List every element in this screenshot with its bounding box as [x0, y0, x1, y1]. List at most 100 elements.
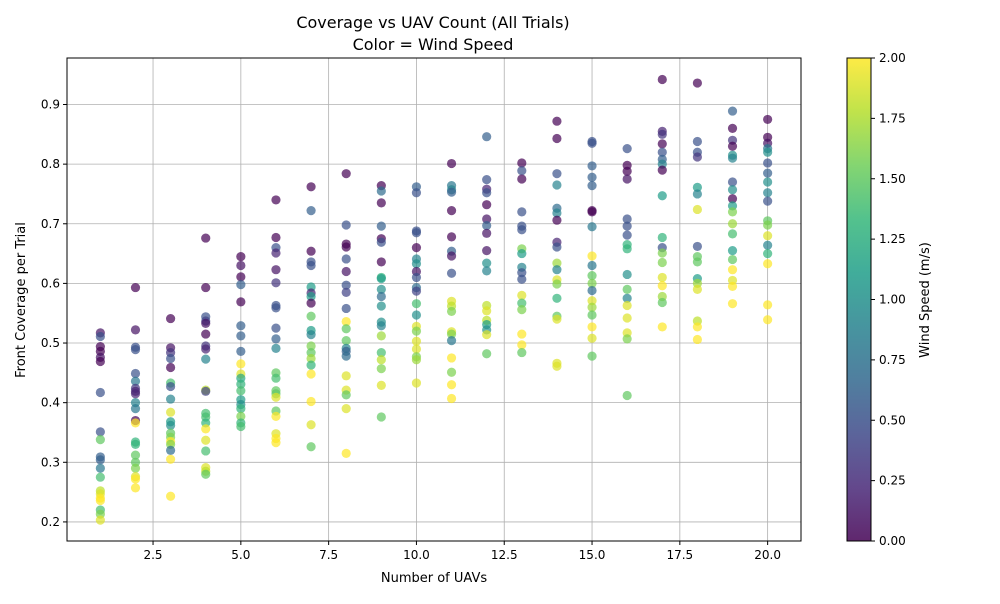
data-point: [201, 424, 211, 434]
y-tick-label: 0.6: [41, 276, 60, 290]
data-point: [341, 351, 351, 361]
y-tick-label: 0.3: [41, 455, 60, 469]
data-point: [657, 147, 667, 157]
data-point: [517, 207, 527, 217]
data-point: [201, 446, 211, 456]
data-point: [552, 279, 562, 289]
data-point: [306, 260, 316, 271]
data-point: [341, 316, 351, 327]
colorbar-tick-label: 0.00: [879, 534, 906, 548]
colorbar-label: Wind Speed (m/s): [918, 242, 933, 358]
y-tick-label: 0.7: [41, 217, 60, 231]
data-point: [482, 220, 492, 231]
data-point: [517, 298, 527, 308]
data-point: [446, 367, 457, 377]
data-point: [130, 282, 141, 293]
data-point: [446, 336, 457, 346]
data-point: [657, 272, 667, 283]
data-point: [236, 359, 246, 369]
data-point: [763, 196, 773, 206]
colorbar-tick-label: 1.50: [879, 172, 906, 186]
data-point: [376, 301, 386, 311]
data-point: [166, 491, 176, 501]
data-point: [657, 297, 667, 308]
data-point: [517, 166, 527, 176]
data-point: [306, 246, 316, 256]
data-point: [341, 303, 351, 314]
data-point: [341, 266, 351, 277]
data-point: [482, 228, 492, 238]
data-point: [727, 265, 738, 275]
data-point: [763, 177, 773, 187]
x-axis-label: Number of UAVs: [381, 571, 487, 586]
data-point: [376, 355, 386, 365]
data-point: [587, 278, 597, 288]
data-point: [692, 189, 702, 199]
data-point: [517, 274, 527, 284]
data-point: [552, 169, 562, 179]
data-point: [130, 368, 141, 379]
data-point: [622, 269, 632, 280]
data-point: [552, 208, 562, 218]
data-point: [446, 251, 457, 261]
data-point: [692, 182, 702, 192]
data-point: [376, 412, 386, 422]
data-point: [95, 455, 105, 465]
data-point: [692, 204, 702, 215]
data-point: [236, 279, 246, 290]
data-point: [306, 420, 316, 430]
data-point: [763, 158, 773, 168]
data-point: [552, 242, 562, 252]
data-point: [130, 404, 141, 414]
data-point: [552, 133, 562, 144]
data-point: [657, 232, 667, 243]
data-point: [341, 242, 351, 252]
colorbar-tick-label: 1.25: [879, 232, 906, 246]
data-point: [482, 246, 492, 256]
colorbar-tick-label: 0.50: [879, 413, 906, 427]
data-point: [411, 326, 422, 336]
data-point: [763, 231, 773, 241]
x-tick-label: 20.0: [754, 548, 781, 562]
data-point: [622, 334, 632, 344]
data-point: [236, 411, 246, 421]
data-point: [201, 318, 211, 328]
data-point: [271, 195, 281, 205]
data-point: [236, 346, 246, 356]
data-point: [236, 272, 246, 282]
data-point: [587, 310, 597, 320]
data-point: [727, 229, 738, 239]
y-tick-label: 0.9: [41, 98, 60, 112]
data-point: [482, 188, 492, 198]
data-point: [376, 291, 386, 302]
data-point: [587, 322, 597, 332]
data-point: [376, 198, 386, 208]
data-point: [587, 271, 597, 281]
data-point: [201, 435, 211, 445]
data-point: [411, 188, 422, 198]
data-point: [763, 168, 773, 178]
data-point: [446, 187, 457, 197]
data-point: [411, 355, 422, 365]
data-point: [517, 248, 527, 259]
data-point: [166, 407, 176, 417]
data-point: [95, 435, 105, 445]
data-point: [306, 330, 316, 340]
colorbar: [847, 58, 871, 541]
data-point: [411, 286, 422, 296]
data-point: [622, 313, 632, 323]
data-point: [552, 361, 562, 371]
data-point: [692, 136, 702, 147]
data-point: [306, 442, 316, 452]
data-point: [271, 323, 281, 333]
data-point: [727, 141, 738, 151]
data-point: [517, 329, 527, 339]
data-point: [166, 454, 176, 464]
data-point: [271, 278, 281, 288]
data-point: [341, 324, 351, 334]
data-point: [446, 232, 457, 242]
colorbar-tick-label: 2.00: [879, 51, 906, 65]
data-point: [552, 314, 562, 324]
data-point: [236, 386, 246, 396]
colorbar-tick-label: 1.75: [879, 111, 906, 125]
